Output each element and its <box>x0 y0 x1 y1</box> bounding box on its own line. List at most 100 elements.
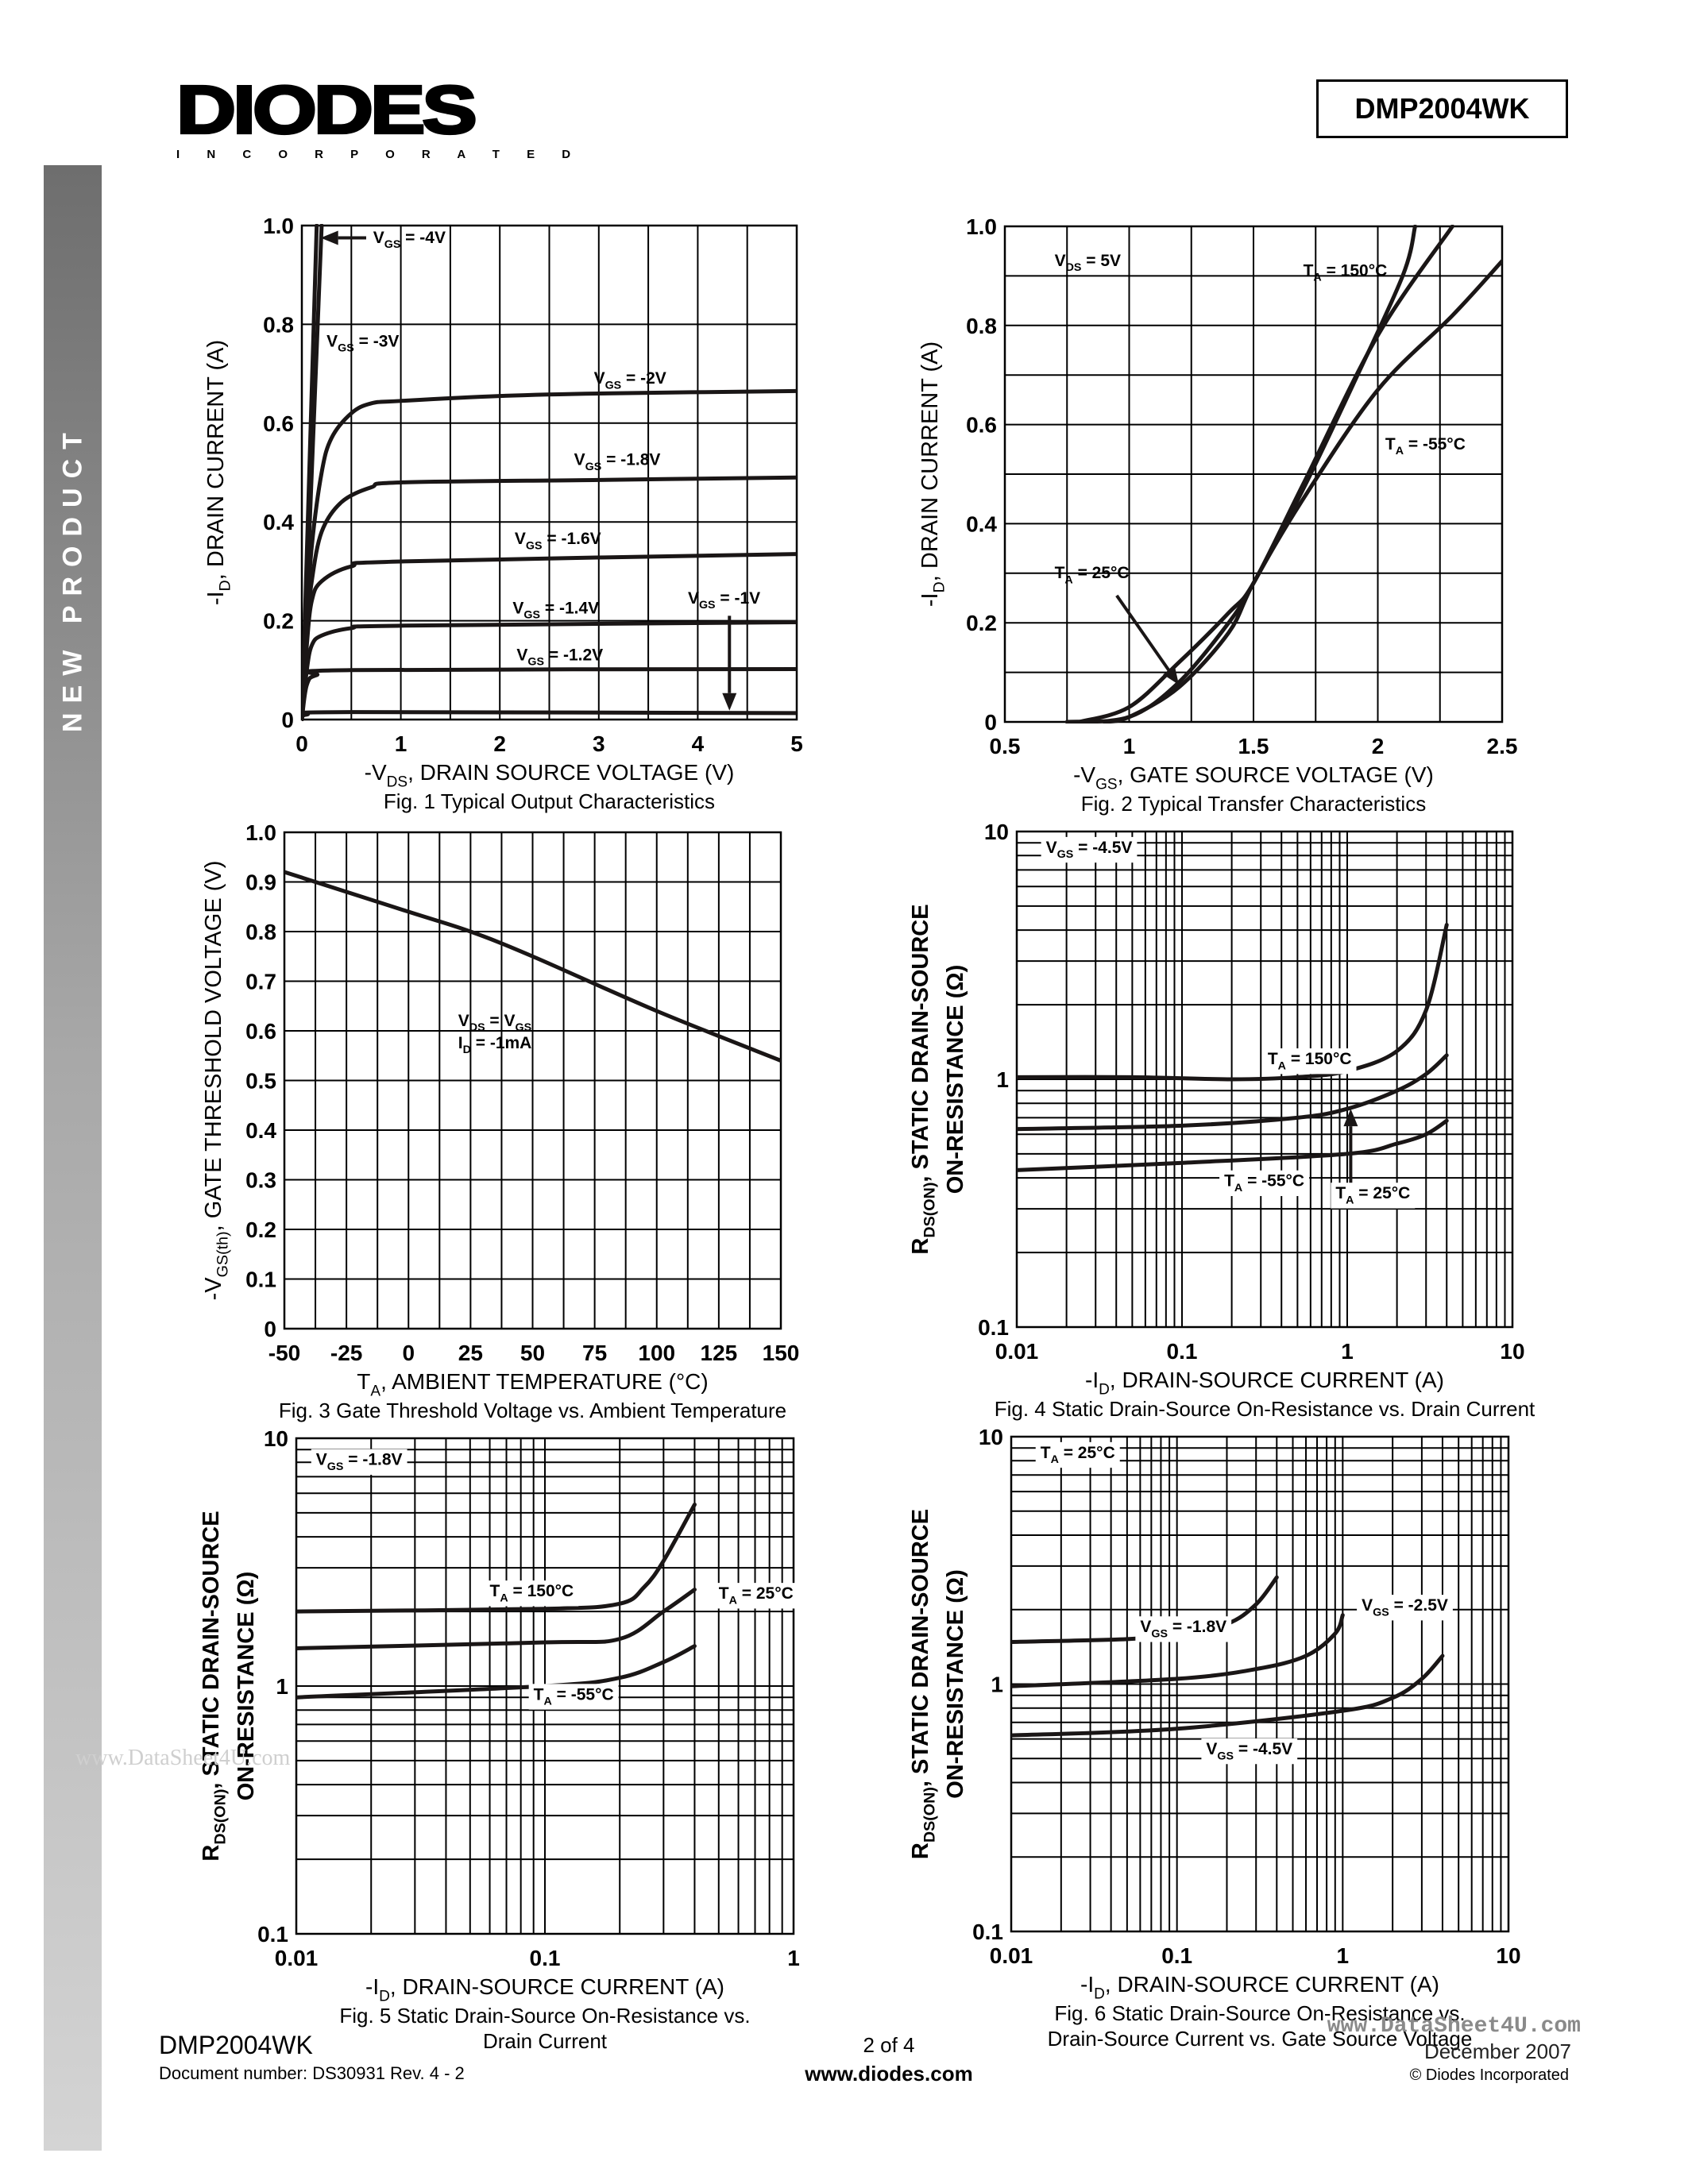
series-line <box>1017 1053 1449 1132</box>
x-tick-label: 0 <box>295 731 308 756</box>
x-axis-label: TA​, AMBIENT TEMPERATURE (°C) <box>357 1369 708 1399</box>
x-axis-label: -ID​, DRAIN-SOURCE CURRENT (A) <box>1080 1972 1439 2002</box>
diodes-logo: DIODES I N C O R P O R A T E D <box>175 75 583 161</box>
annotation-label: TA​ = 25°C <box>1041 1444 1115 1466</box>
label-background <box>1035 1441 1120 1468</box>
series-line <box>1102 259 1502 723</box>
logo-subtext: I N C O R P O R A T E D <box>176 148 583 161</box>
series-line <box>302 552 797 721</box>
x-tick-label: 1 <box>787 1946 800 1970</box>
part-number-box: DMP2004WK <box>1316 79 1568 138</box>
x-tick-label: 0.1 <box>530 1946 561 1970</box>
footer-date: December 2007 <box>1424 2039 1571 2063</box>
annotation-arrow-head <box>320 230 338 245</box>
series-label: VGS​ = -1.4V <box>512 599 599 621</box>
y-tick-label: 0.8 <box>245 920 276 944</box>
series-line <box>296 1644 697 1700</box>
x-tick-label: 0.01 <box>995 1339 1039 1364</box>
label-background <box>1135 1616 1232 1642</box>
annotation-arrow-head <box>1163 666 1180 685</box>
y-tick-label: 0.5 <box>245 1069 276 1094</box>
footer-datasheet-site[interactable]: www.DataSheet4U.com <box>1327 2014 1581 2039</box>
watermark-text: www.DataSheet4U.com <box>75 1746 291 1770</box>
series-label: VGS​ = -1.6V <box>515 530 601 552</box>
y-axis-label: RDS(ON)​, STATIC DRAIN-SOURCE <box>908 904 939 1254</box>
y-axis-label: -ID​, DRAIN CURRENT (A) <box>203 340 234 605</box>
y-tick-label: 0.2 <box>245 1217 276 1242</box>
series-label: VGS​ = -4.5V <box>1206 1740 1292 1762</box>
x-tick-label: 1 <box>1341 1339 1354 1364</box>
annotation-arrow-head <box>1343 1109 1358 1127</box>
series-line <box>302 619 797 721</box>
plot-frame <box>1010 1435 1510 1933</box>
x-tick-label: 25 <box>458 1341 483 1365</box>
y-tick-label: 0.3 <box>245 1168 276 1193</box>
chart-series <box>284 870 781 1063</box>
figure-caption: Fig. 3 Gate Threshold Voltage vs. Ambien… <box>279 1399 786 1422</box>
chart-grid <box>1017 832 1512 1327</box>
footer-website-link[interactable]: www.diodes.com <box>805 2062 973 2086</box>
y-tick-label: 1.0 <box>966 214 997 239</box>
x-tick-label: 1 <box>1337 1943 1350 1968</box>
series-label: TA​ = 150°C <box>1268 1050 1352 1072</box>
y-tick-label: 10 <box>264 1426 288 1451</box>
chart-figure-3: -50 -25 0 25 50 75 100 125 150 0 0.1 0.2 0.3 0.4 0.5 0.… <box>201 820 799 1422</box>
y-axis-label: RDS(ON)​, STATIC DRAIN-SOURCE <box>199 1511 230 1861</box>
x-axis-label: -ID​, DRAIN-SOURCE CURRENT (A) <box>365 1974 724 2005</box>
chart-grid <box>302 226 797 720</box>
x-tick-label: 0.01 <box>990 1943 1033 1968</box>
figure-caption: Fig. 5 Static Drain-Source On-Resistance… <box>339 2004 750 2028</box>
series-label: VGS​ = -4V <box>373 229 446 251</box>
x-tick-label: 75 <box>582 1341 607 1365</box>
y-tick-label: 0.2 <box>263 609 294 634</box>
chart-series <box>1064 225 1502 723</box>
x-tick-label: 10 <box>1500 1339 1524 1364</box>
chart-grid <box>1011 1437 1508 1931</box>
y-tick-label: 1 <box>276 1674 288 1699</box>
footer-copyright: © Diodes Incorporated <box>1409 2066 1569 2084</box>
x-axis-label: -VGS​, GATE SOURCE VOLTAGE (V) <box>1073 762 1434 793</box>
chart-figure-1: 0 1 2 3 4 5 0 0.2 0.4 0.6 0.8 1.0 -VDS​, DRAIN SOURC… <box>203 214 803 813</box>
series-label: TA​ = 150°C <box>490 1582 574 1604</box>
plot-frame <box>295 1437 795 1935</box>
x-tick-label: 125 <box>701 1341 738 1365</box>
chart-figure-2: 0.5 1 1.5 2 2.5 0 0.2 0.4 0.6 0.8 1.0 -VGS​, GATE S… <box>917 214 1517 816</box>
annotation-arrow-head <box>722 693 737 711</box>
series-label: VGS​ = -1.8V <box>1140 1618 1226 1640</box>
x-tick-label: 0.01 <box>275 1946 319 1970</box>
y-axis-label: -VGS(th)​, GATE THRESHOLD VOLTAGE (V) <box>201 861 232 1301</box>
label-background <box>1331 1183 1416 1209</box>
chart-grid <box>1005 226 1502 722</box>
footer-document-number: Document number: DS30931 Rev. 4 - 2 <box>159 2063 465 2083</box>
y-axis-label: RDS(ON)​, STATIC DRAIN-SOURCE <box>908 1509 939 1859</box>
figure-caption: Drain Current <box>483 2029 608 2053</box>
series-line <box>302 710 797 721</box>
label-background <box>1262 1048 1357 1075</box>
plot-frame <box>283 831 782 1330</box>
y-tick-label: 0.2 <box>966 611 997 635</box>
annotation-label: VDS​ = VGS​ <box>458 1012 531 1034</box>
figure-caption: Fig. 4 Static Drain-Source On-Resistance… <box>995 1397 1535 1421</box>
label-background <box>713 1583 798 1609</box>
y-tick-label: 1 <box>996 1067 1009 1092</box>
y-axis-label: ON-RESISTANCE (Ω) <box>943 1569 968 1799</box>
series-line <box>1017 1118 1449 1172</box>
label-background <box>1219 1170 1310 1197</box>
x-axis-label: -VDS​, DRAIN SOURCE VOLTAGE (V) <box>365 760 735 790</box>
label-background <box>311 1449 408 1475</box>
figure-caption: Fig. 6 Static Drain-Source On-Resistance… <box>1054 2001 1465 2025</box>
y-tick-label: 0.6 <box>966 413 997 438</box>
x-tick-label: 0.1 <box>1167 1339 1198 1364</box>
series-label: VGS​ = -3V <box>326 332 399 354</box>
series-line <box>1011 1653 1445 1738</box>
y-tick-label: 0.4 <box>245 1118 276 1143</box>
x-tick-label: 3 <box>593 731 605 756</box>
x-tick-label: -50 <box>268 1341 300 1365</box>
x-tick-label: 2 <box>493 731 506 756</box>
plot-frame <box>1003 225 1504 723</box>
figure-caption: Fig. 1 Typical Output Characteristics <box>384 789 715 813</box>
footer-part-number: DMP2004WK <box>159 2031 313 2059</box>
series-line <box>296 1502 697 1614</box>
